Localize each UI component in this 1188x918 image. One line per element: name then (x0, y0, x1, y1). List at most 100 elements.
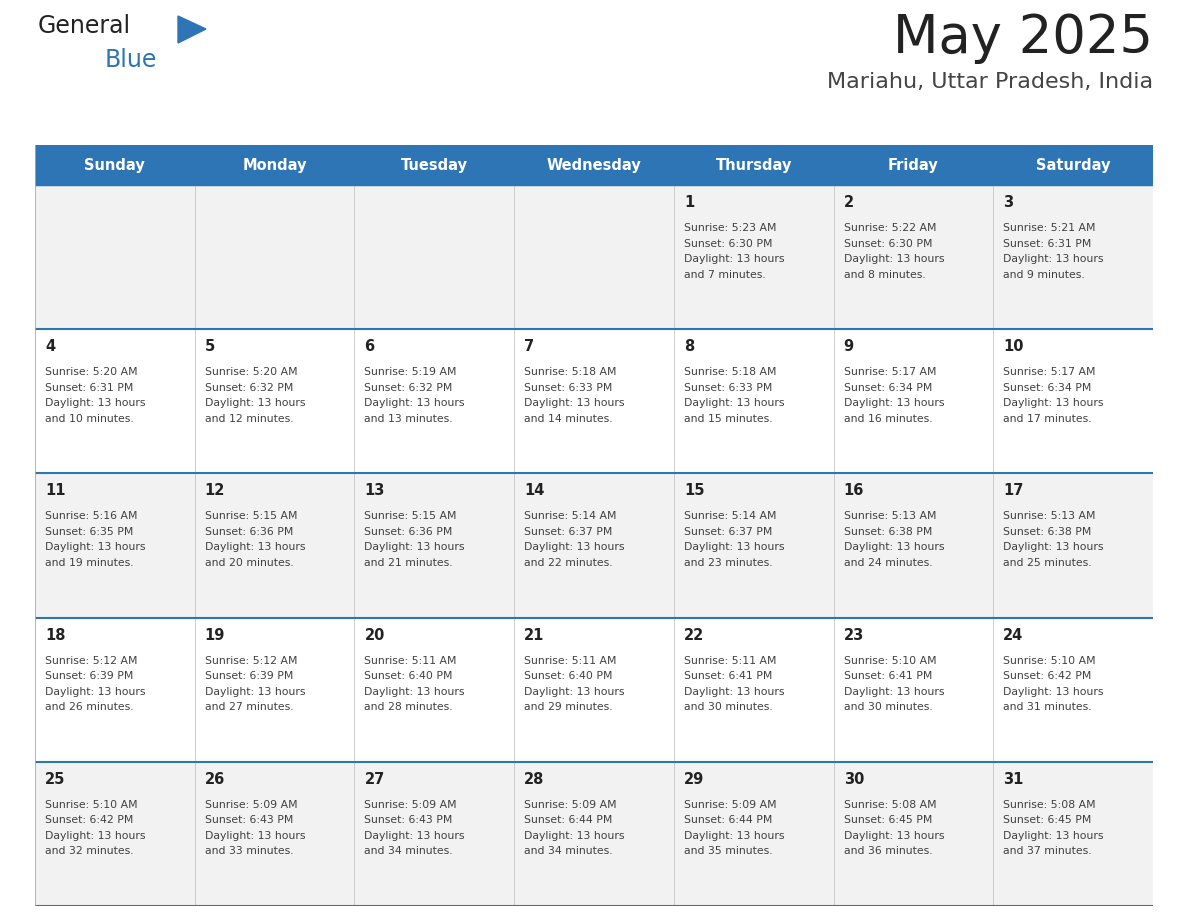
Text: Sunset: 6:43 PM: Sunset: 6:43 PM (204, 815, 293, 825)
Text: 17: 17 (1004, 484, 1024, 498)
Text: Sunset: 6:42 PM: Sunset: 6:42 PM (45, 815, 133, 825)
Text: Wednesday: Wednesday (546, 158, 642, 173)
Text: Sunrise: 5:10 AM: Sunrise: 5:10 AM (1004, 655, 1095, 666)
Text: 4: 4 (45, 339, 55, 354)
Text: Daylight: 13 hours: Daylight: 13 hours (45, 831, 145, 841)
Text: and 15 minutes.: and 15 minutes. (684, 414, 772, 424)
Text: and 7 minutes.: and 7 minutes. (684, 270, 765, 279)
Text: Sunday: Sunday (84, 158, 145, 173)
Text: Sunset: 6:35 PM: Sunset: 6:35 PM (45, 527, 133, 537)
Text: Daylight: 13 hours: Daylight: 13 hours (843, 831, 944, 841)
Text: and 21 minutes.: and 21 minutes. (365, 558, 453, 568)
Text: Sunset: 6:32 PM: Sunset: 6:32 PM (204, 383, 293, 393)
Text: Sunrise: 5:18 AM: Sunrise: 5:18 AM (524, 367, 617, 377)
Text: Sunrise: 5:11 AM: Sunrise: 5:11 AM (684, 655, 776, 666)
Text: Daylight: 13 hours: Daylight: 13 hours (365, 543, 465, 553)
Text: Daylight: 13 hours: Daylight: 13 hours (524, 831, 625, 841)
Text: Friday: Friday (889, 158, 939, 173)
Text: Sunset: 6:44 PM: Sunset: 6:44 PM (684, 815, 772, 825)
Text: Daylight: 13 hours: Daylight: 13 hours (204, 687, 305, 697)
Text: Daylight: 13 hours: Daylight: 13 hours (524, 687, 625, 697)
Text: 1: 1 (684, 195, 694, 210)
Text: Sunrise: 5:17 AM: Sunrise: 5:17 AM (843, 367, 936, 377)
Bar (34, 145, 1154, 185)
Text: Sunrise: 5:20 AM: Sunrise: 5:20 AM (204, 367, 297, 377)
Bar (34, 618, 1154, 762)
Text: Daylight: 13 hours: Daylight: 13 hours (45, 687, 145, 697)
Text: and 29 minutes.: and 29 minutes. (524, 702, 613, 712)
Bar (34, 330, 1154, 474)
Text: Monday: Monday (242, 158, 307, 173)
Text: Sunrise: 5:19 AM: Sunrise: 5:19 AM (365, 367, 457, 377)
Text: and 24 minutes.: and 24 minutes. (843, 558, 933, 568)
Text: Mariahu, Uttar Pradesh, India: Mariahu, Uttar Pradesh, India (827, 72, 1154, 92)
Text: Sunrise: 5:20 AM: Sunrise: 5:20 AM (45, 367, 138, 377)
Text: Sunset: 6:36 PM: Sunset: 6:36 PM (204, 527, 293, 537)
Text: and 31 minutes.: and 31 minutes. (1004, 702, 1092, 712)
Text: Sunrise: 5:14 AM: Sunrise: 5:14 AM (684, 511, 776, 521)
Bar (34, 762, 1154, 906)
Polygon shape (178, 16, 206, 43)
Text: and 27 minutes.: and 27 minutes. (204, 702, 293, 712)
Text: Sunset: 6:43 PM: Sunset: 6:43 PM (365, 815, 453, 825)
Text: and 26 minutes.: and 26 minutes. (45, 702, 133, 712)
Text: Daylight: 13 hours: Daylight: 13 hours (843, 543, 944, 553)
Text: Sunrise: 5:09 AM: Sunrise: 5:09 AM (684, 800, 777, 810)
Text: Daylight: 13 hours: Daylight: 13 hours (684, 687, 784, 697)
Text: 31: 31 (1004, 772, 1024, 787)
Bar (34, 474, 1154, 618)
Text: Sunset: 6:45 PM: Sunset: 6:45 PM (1004, 815, 1092, 825)
Text: Daylight: 13 hours: Daylight: 13 hours (1004, 831, 1104, 841)
Text: Daylight: 13 hours: Daylight: 13 hours (1004, 254, 1104, 264)
Text: Sunrise: 5:13 AM: Sunrise: 5:13 AM (843, 511, 936, 521)
Text: 22: 22 (684, 628, 704, 643)
Text: Sunset: 6:38 PM: Sunset: 6:38 PM (843, 527, 931, 537)
Text: 24: 24 (1004, 628, 1024, 643)
Text: 7: 7 (524, 339, 535, 354)
Text: Sunrise: 5:10 AM: Sunrise: 5:10 AM (45, 800, 138, 810)
Bar (34, 185, 1154, 330)
Text: 27: 27 (365, 772, 385, 787)
Text: Sunrise: 5:08 AM: Sunrise: 5:08 AM (843, 800, 936, 810)
Text: 11: 11 (45, 484, 65, 498)
Text: and 34 minutes.: and 34 minutes. (365, 846, 453, 856)
Text: Sunset: 6:41 PM: Sunset: 6:41 PM (843, 671, 931, 681)
Text: and 33 minutes.: and 33 minutes. (204, 846, 293, 856)
Text: and 20 minutes.: and 20 minutes. (204, 558, 293, 568)
Text: Sunset: 6:30 PM: Sunset: 6:30 PM (684, 239, 772, 249)
Text: and 36 minutes.: and 36 minutes. (843, 846, 933, 856)
Text: Sunrise: 5:09 AM: Sunrise: 5:09 AM (365, 800, 457, 810)
Text: Sunrise: 5:13 AM: Sunrise: 5:13 AM (1004, 511, 1095, 521)
Text: Sunset: 6:40 PM: Sunset: 6:40 PM (365, 671, 453, 681)
Text: Sunset: 6:34 PM: Sunset: 6:34 PM (843, 383, 931, 393)
Text: Saturday: Saturday (1036, 158, 1111, 173)
Text: Daylight: 13 hours: Daylight: 13 hours (524, 543, 625, 553)
Text: Daylight: 13 hours: Daylight: 13 hours (843, 398, 944, 409)
Text: and 12 minutes.: and 12 minutes. (204, 414, 293, 424)
Text: Sunrise: 5:08 AM: Sunrise: 5:08 AM (1004, 800, 1095, 810)
Text: Sunrise: 5:15 AM: Sunrise: 5:15 AM (365, 511, 457, 521)
Text: Thursday: Thursday (715, 158, 792, 173)
Text: 15: 15 (684, 484, 704, 498)
Text: Daylight: 13 hours: Daylight: 13 hours (1004, 687, 1104, 697)
Text: Sunrise: 5:12 AM: Sunrise: 5:12 AM (204, 655, 297, 666)
Text: and 34 minutes.: and 34 minutes. (524, 846, 613, 856)
Text: Daylight: 13 hours: Daylight: 13 hours (843, 687, 944, 697)
Text: 23: 23 (843, 628, 864, 643)
Text: Sunrise: 5:14 AM: Sunrise: 5:14 AM (524, 511, 617, 521)
Text: Sunrise: 5:09 AM: Sunrise: 5:09 AM (204, 800, 297, 810)
Text: Daylight: 13 hours: Daylight: 13 hours (365, 687, 465, 697)
Text: 29: 29 (684, 772, 704, 787)
Text: Sunrise: 5:11 AM: Sunrise: 5:11 AM (365, 655, 457, 666)
Text: and 35 minutes.: and 35 minutes. (684, 846, 772, 856)
Text: Blue: Blue (105, 48, 157, 72)
Text: Sunrise: 5:22 AM: Sunrise: 5:22 AM (843, 223, 936, 233)
Text: Sunrise: 5:17 AM: Sunrise: 5:17 AM (1004, 367, 1095, 377)
Text: Sunset: 6:32 PM: Sunset: 6:32 PM (365, 383, 453, 393)
Text: Sunset: 6:30 PM: Sunset: 6:30 PM (843, 239, 933, 249)
Text: 16: 16 (843, 484, 864, 498)
Text: Sunset: 6:33 PM: Sunset: 6:33 PM (524, 383, 613, 393)
Text: 9: 9 (843, 339, 854, 354)
Text: and 23 minutes.: and 23 minutes. (684, 558, 772, 568)
Text: and 9 minutes.: and 9 minutes. (1004, 270, 1085, 279)
